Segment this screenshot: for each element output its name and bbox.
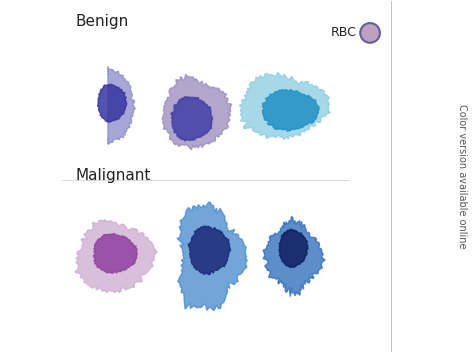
Polygon shape [93, 233, 137, 273]
Polygon shape [171, 97, 213, 141]
Polygon shape [75, 220, 157, 293]
Polygon shape [188, 226, 231, 275]
Text: Benign: Benign [76, 14, 129, 29]
Text: Malignant: Malignant [76, 168, 151, 183]
Text: Color version available online: Color version available online [457, 104, 467, 249]
Polygon shape [263, 90, 319, 131]
Polygon shape [98, 84, 127, 122]
Polygon shape [263, 216, 325, 297]
Polygon shape [177, 202, 247, 311]
Text: RBC: RBC [331, 26, 357, 40]
Circle shape [360, 23, 380, 43]
Polygon shape [108, 66, 136, 144]
Polygon shape [279, 229, 308, 268]
Polygon shape [162, 74, 232, 150]
Polygon shape [239, 72, 330, 139]
